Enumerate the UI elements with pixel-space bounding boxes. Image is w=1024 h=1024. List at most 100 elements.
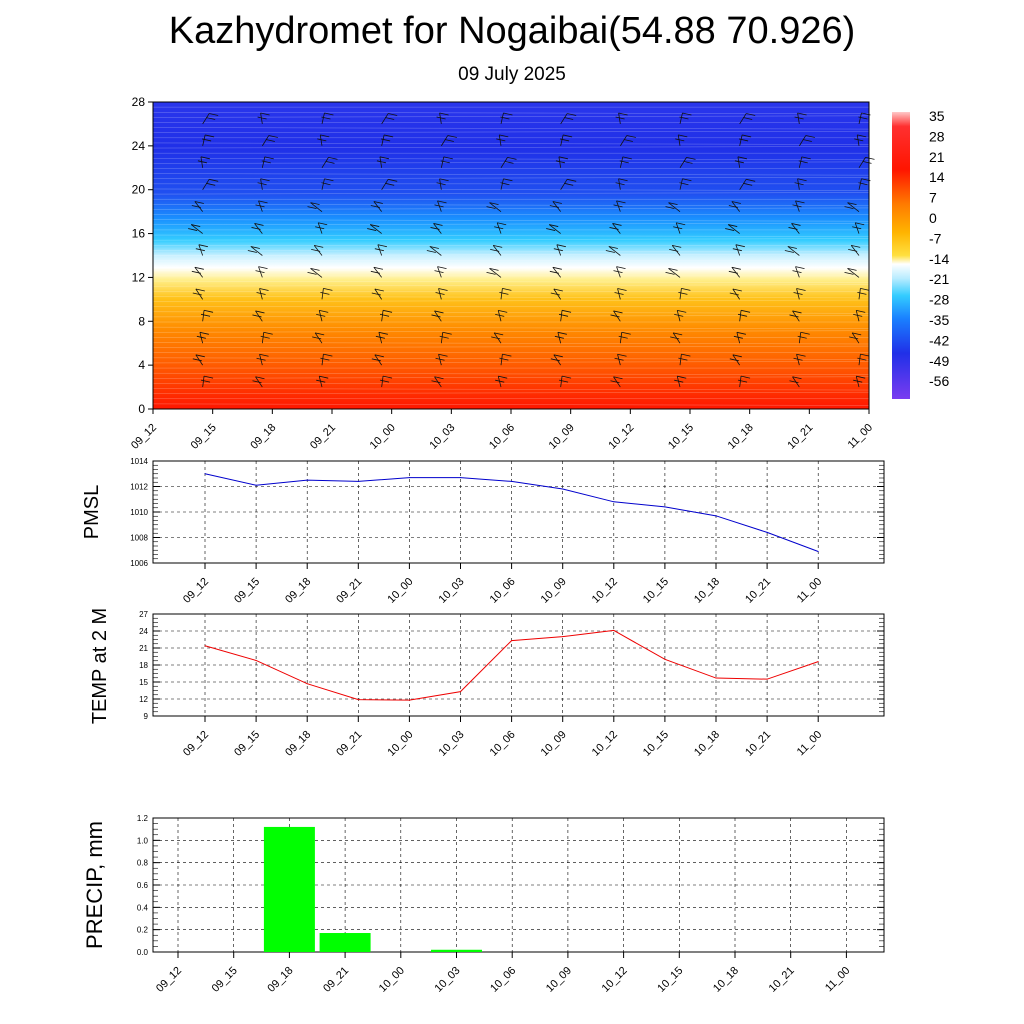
wind-barb-flag [388, 178, 398, 182]
wind-barb-flag [793, 292, 803, 295]
pmsl-tick-10_09: 10_09 [539, 576, 569, 606]
wind-barb-flag [431, 380, 441, 384]
wind-barb-flag [205, 134, 215, 138]
wind-barb-flag [561, 309, 572, 313]
heatmap-contour [152, 115, 870, 118]
colorbar: 35 28 21 14 7 0 -7 -14 -21 -28 -35 -42 -49 -56 [892, 108, 949, 399]
heatmap-contour [152, 315, 870, 318]
wind-barb-flag [439, 112, 449, 116]
wind-barb-flag [674, 379, 684, 383]
heatmap-tick-09_15: 09_15 [189, 422, 219, 452]
wind-barb [792, 310, 800, 322]
heatmap-tick-10_03: 10_03 [427, 422, 457, 452]
wind-barb [796, 288, 800, 300]
heatmap-tick-10_06: 10_06 [487, 422, 517, 452]
wind-barb [679, 112, 683, 125]
heatmap-contour [152, 223, 870, 226]
wind-barb [261, 135, 270, 147]
wind-barb-flag [792, 376, 802, 380]
wind-barb [617, 354, 621, 366]
colorbar-label: -56 [929, 373, 949, 389]
wind-barb-flag [198, 244, 208, 248]
heatmap-tick-11_00: 11_00 [846, 422, 876, 452]
wind-barb-flag [682, 178, 692, 182]
temp-ytick-label: 9 [144, 712, 149, 721]
wind-barb [381, 310, 384, 322]
wind-barb-flag [252, 380, 262, 384]
pmsl-ytick-label: 1006 [130, 559, 148, 568]
wind-barb-flag [729, 292, 739, 296]
heatmap-contour [152, 188, 870, 191]
wind-barb-flag [312, 336, 322, 340]
wind-barb-flag [500, 182, 510, 186]
heatmap-contour [152, 357, 870, 360]
wind-barb [727, 224, 740, 234]
wind-barb-flag [255, 310, 265, 314]
wind-barb-flag [686, 156, 696, 160]
wind-barb [560, 179, 568, 190]
wind-barb-flag [553, 248, 563, 252]
pmsl-frame [152, 460, 885, 564]
heatmap-frame [152, 101, 870, 410]
wind-barb-flag [621, 331, 631, 335]
pmsl-panel: 1006 1008 1010 1012 1014 PMSL 09_12 09_15 09_18 0… [81, 457, 885, 606]
wind-barb-flag [858, 116, 868, 120]
wind-barb-flag [740, 375, 751, 379]
wind-barb [379, 156, 383, 168]
wind-barb [791, 223, 800, 234]
pmsl-tick-10_21: 10_21 [743, 576, 773, 606]
precip-tick-10_18: 10_18 [711, 965, 741, 995]
heatmap-contour [152, 311, 870, 314]
heatmap-contour [152, 207, 870, 210]
wind-barb-flag [610, 380, 620, 384]
wind-barb-flag [498, 375, 508, 379]
heatmap-ytick-label: 8 [138, 314, 145, 328]
wind-barb [199, 332, 204, 344]
wind-barb-flag [188, 228, 198, 231]
wind-barb-flag [788, 227, 798, 230]
wind-barb [254, 223, 263, 234]
temp-tick-10_12: 10_12 [590, 729, 620, 759]
wind-barb-flag [731, 266, 741, 270]
colorbar-label: -14 [929, 251, 949, 267]
wind-barb [261, 156, 266, 168]
wind-barb-flag [373, 201, 383, 204]
temp-frame [152, 613, 885, 717]
wind-barb [855, 376, 860, 388]
precip-ylabel: PRECIP, mm [82, 821, 107, 949]
wind-barb-flag [737, 156, 748, 160]
wind-barb-flag [426, 250, 436, 253]
wind-barb-flag [725, 228, 735, 231]
wind-barb-flag [495, 379, 505, 383]
temp-point [408, 699, 410, 701]
precip-bar-10_03 [431, 949, 482, 952]
heatmap-tick-10_18: 10_18 [726, 422, 756, 452]
wind-barb-flag [388, 113, 398, 116]
wind-barb-flag [379, 313, 390, 317]
temperature-cross-section: 0 4 8 12 16 20 24 28 09_12 09_15 09_18 09_21 10_00 10… [129, 95, 875, 452]
wind-barb-flag [321, 182, 331, 186]
wind-barb-flag [203, 375, 214, 379]
wind-barb [739, 179, 747, 190]
wind-barb-flag [503, 112, 513, 116]
heatmap-contour [152, 391, 870, 394]
colorbar-label: 35 [929, 108, 945, 124]
temp-ytick-label: 27 [139, 610, 148, 619]
wind-barb [381, 113, 389, 125]
wind-barb-flag [677, 375, 687, 379]
wind-barb-flag [847, 268, 857, 271]
wind-barb [858, 354, 861, 366]
wind-barb-flag [797, 178, 807, 182]
wind-barb-flag [792, 270, 802, 274]
colorbar-label: -7 [929, 230, 942, 246]
wind-barb-flag [370, 224, 380, 227]
heatmap-ytick-label: 0 [138, 402, 145, 416]
wind-barb-flag [789, 380, 799, 384]
pmsl-point [306, 479, 308, 481]
wind-barb-flag [560, 138, 570, 142]
wind-barb-flag [436, 116, 446, 120]
precip-panel: 0.0 0.2 0.4 0.6 0.8 1.0 1.2 PRECIP, mm 09_12 09_1… [82, 814, 885, 995]
wind-barb-flag [682, 112, 692, 116]
precip-tick-10_12: 10_12 [600, 965, 630, 995]
wind-barb-flag [615, 116, 625, 120]
